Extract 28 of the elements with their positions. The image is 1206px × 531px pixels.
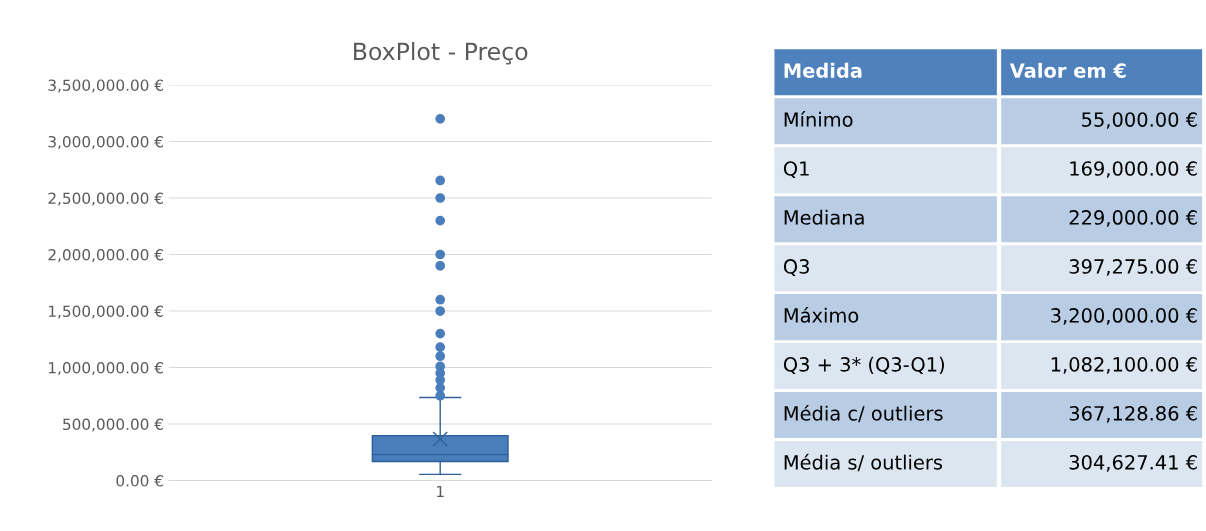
text: Máximo	[784, 306, 859, 323]
text: 229,000.00 €	[1069, 210, 1197, 227]
text: 169,000.00 €	[1070, 161, 1197, 178]
y-tick-label: 1,500,000.00 €	[49, 305, 163, 319]
y-tick-label: 500,000.00 €	[63, 418, 163, 432]
text: Média s/ outliers	[784, 453, 943, 472]
y-tick-label: 3,000,000.00 €	[48, 135, 163, 150]
chart-title: BoxPlot - Preço	[354, 42, 528, 65]
y-tick-label: 2,000,000.00 €	[48, 248, 163, 263]
text: 3,200,000.00 €	[1051, 308, 1197, 325]
text: 397,275.00 €	[1069, 259, 1197, 276]
text: Mínimo	[784, 111, 853, 127]
text: Q1	[783, 161, 809, 179]
y-tick-label: 0.00 €	[116, 475, 163, 487]
text: 55,000.00 €	[1082, 112, 1197, 129]
y-tick-label: 3,500,000.00 €	[48, 79, 163, 93]
text: 1,082,100.00 €	[1051, 357, 1197, 374]
x-tick-label: 1	[437, 485, 444, 498]
text: Medida	[784, 62, 862, 78]
text: 304,627.41 €	[1069, 454, 1197, 472]
text: Média c/ outliers	[784, 404, 943, 423]
text: Valor em €	[1009, 62, 1126, 78]
y-tick-label: 1,000,000.00 €	[49, 361, 163, 376]
text: Q3	[783, 259, 809, 277]
text: Q3 + 3* (Q3-Q1)	[783, 356, 944, 375]
text: 367,128.86 €	[1069, 406, 1197, 423]
text: Mediana	[784, 209, 864, 225]
y-tick-label: 2,500,000.00 €	[48, 192, 163, 206]
